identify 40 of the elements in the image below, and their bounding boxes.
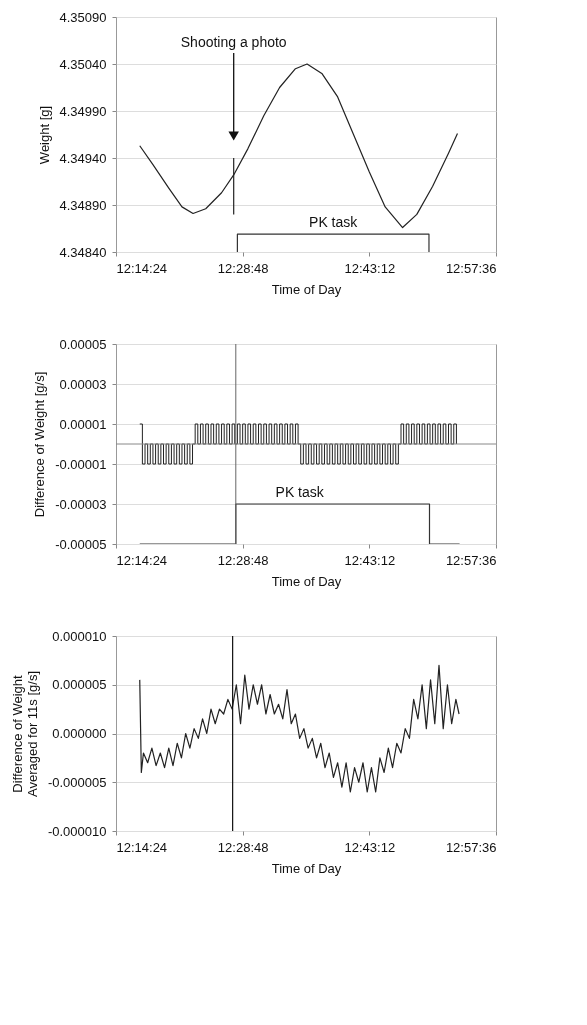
y-axis-title: Weight [g] [36,105,52,165]
series-label: PK task [309,214,359,231]
y-tick-label: -0.00005 [55,536,107,552]
y-tick-label: 0.000005 [52,677,107,693]
x-axis-title: Time of Day [271,860,342,876]
x-tick-label: 12:43:12 [344,839,396,855]
y-tick-label: 0.000010 [52,628,107,644]
x-tick-label: 12:43:12 [344,552,396,568]
y-tick-label: 4.35040 [59,56,107,72]
y-axis-title: Difference of Weight Averaged for 11s [g/s] [9,671,40,797]
y-tick-label: 0.00003 [59,376,107,392]
x-tick-label: 12:57:36 [445,552,497,568]
x-tick-label: 12:14:24 [116,839,168,855]
annotation: Shooting a photo [180,34,287,50]
y-tick-label: 4.34890 [59,197,107,213]
y-tick-label: -0.00001 [55,456,107,472]
y-tick-label: 4.35090 [59,9,107,25]
x-tick-label: 12:14:24 [116,260,168,276]
y-tick-label: 0.00001 [59,416,107,432]
x-tick-label: 12:28:48 [217,260,269,276]
series-label: PK task [275,484,325,500]
line-series [139,664,460,793]
x-tick-label: 12:14:24 [116,552,168,568]
line-series [139,63,459,229]
y-tick-label: -0.000010 [47,823,107,839]
y-tick-label: 4.34940 [59,150,107,166]
x-tick-label: 12:57:36 [445,839,497,855]
y-tick-label: 0.00005 [59,336,107,352]
x-tick-label: 12:43:12 [344,260,396,276]
y-tick-label: -0.000005 [47,774,107,790]
x-tick-label: 12:28:48 [217,552,269,568]
y-tick-label: -0.00003 [55,496,107,512]
x-tick-label: 12:57:36 [445,260,497,276]
x-tick-label: 12:28:48 [217,839,269,855]
x-axis-title: Time of Day [271,281,342,297]
y-tick-label: 4.34840 [59,244,107,260]
y-tick-label: 0.000000 [52,726,107,741]
x-axis-title: Time of Day [271,573,342,589]
y-tick-label: 4.34990 [59,103,107,119]
y-axis-title: Difference of Weight [g/s] [32,371,48,518]
